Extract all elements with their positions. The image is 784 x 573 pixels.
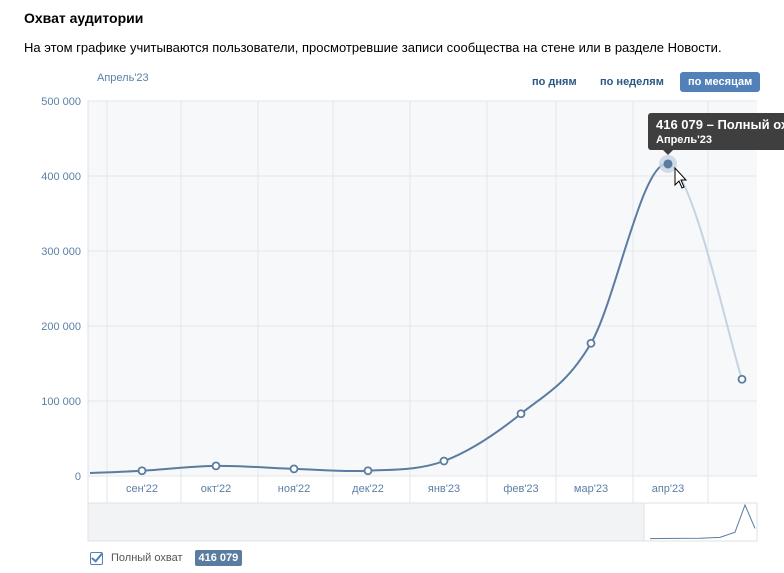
data-point — [211, 461, 221, 471]
y-tick-label: 100 000 — [41, 396, 81, 408]
by-weeks-button[interactable]: по неделям — [600, 76, 664, 88]
data-point — [439, 456, 449, 466]
section-title: Охват аудитории — [24, 10, 144, 26]
x-tick-label: мар'23 — [574, 483, 608, 495]
legend-value-badge: 416 079 — [194, 550, 243, 566]
series-checkbox[interactable] — [90, 551, 103, 565]
selected-period: Апрель'23 — [97, 72, 149, 84]
by-months-button[interactable]: по месяцам — [680, 72, 761, 92]
plot-area — [88, 101, 757, 476]
navigator-line — [649, 503, 756, 540]
x-tick-label: фев'23 — [503, 483, 538, 495]
range-selection-window — [643, 502, 758, 542]
x-tick-label: дек'22 — [352, 483, 384, 495]
x-tick-label: апр'23 — [652, 483, 685, 495]
mouse-cursor-icon — [674, 166, 688, 189]
y-tick-label: 500 000 — [41, 96, 81, 108]
x-tick-label: окт'22 — [201, 483, 231, 495]
data-point — [137, 466, 147, 476]
chart-tooltip: 416 079 – Полный охват Апрель'23 — [648, 113, 784, 150]
data-point — [586, 338, 596, 348]
y-tick-label: 400 000 — [41, 171, 81, 183]
data-point — [363, 466, 373, 476]
data-point — [516, 409, 526, 419]
x-tick-label: янв'23 — [428, 483, 460, 495]
y-tick-label: 200 000 — [41, 321, 81, 333]
y-tick-label: 300 000 — [41, 246, 81, 258]
data-point — [737, 374, 747, 384]
by-days-button[interactable]: по дням — [532, 76, 577, 88]
x-tick-label: ноя'22 — [278, 483, 310, 495]
tooltip-value: 416 079 – Полный охват — [656, 117, 784, 132]
data-point-highlighted — [663, 159, 673, 169]
tooltip-arrow — [663, 150, 673, 155]
legend-label: Полный охват — [111, 552, 183, 564]
section-description: На этом графике учитываются пользователи… — [24, 40, 722, 55]
x-tick-label: сен'22 — [126, 483, 158, 495]
tooltip-period: Апрель'23 — [656, 134, 713, 146]
legend: Полный охват 416 079 — [90, 550, 243, 566]
y-tick-label: 0 — [75, 471, 81, 483]
data-point — [289, 464, 299, 474]
